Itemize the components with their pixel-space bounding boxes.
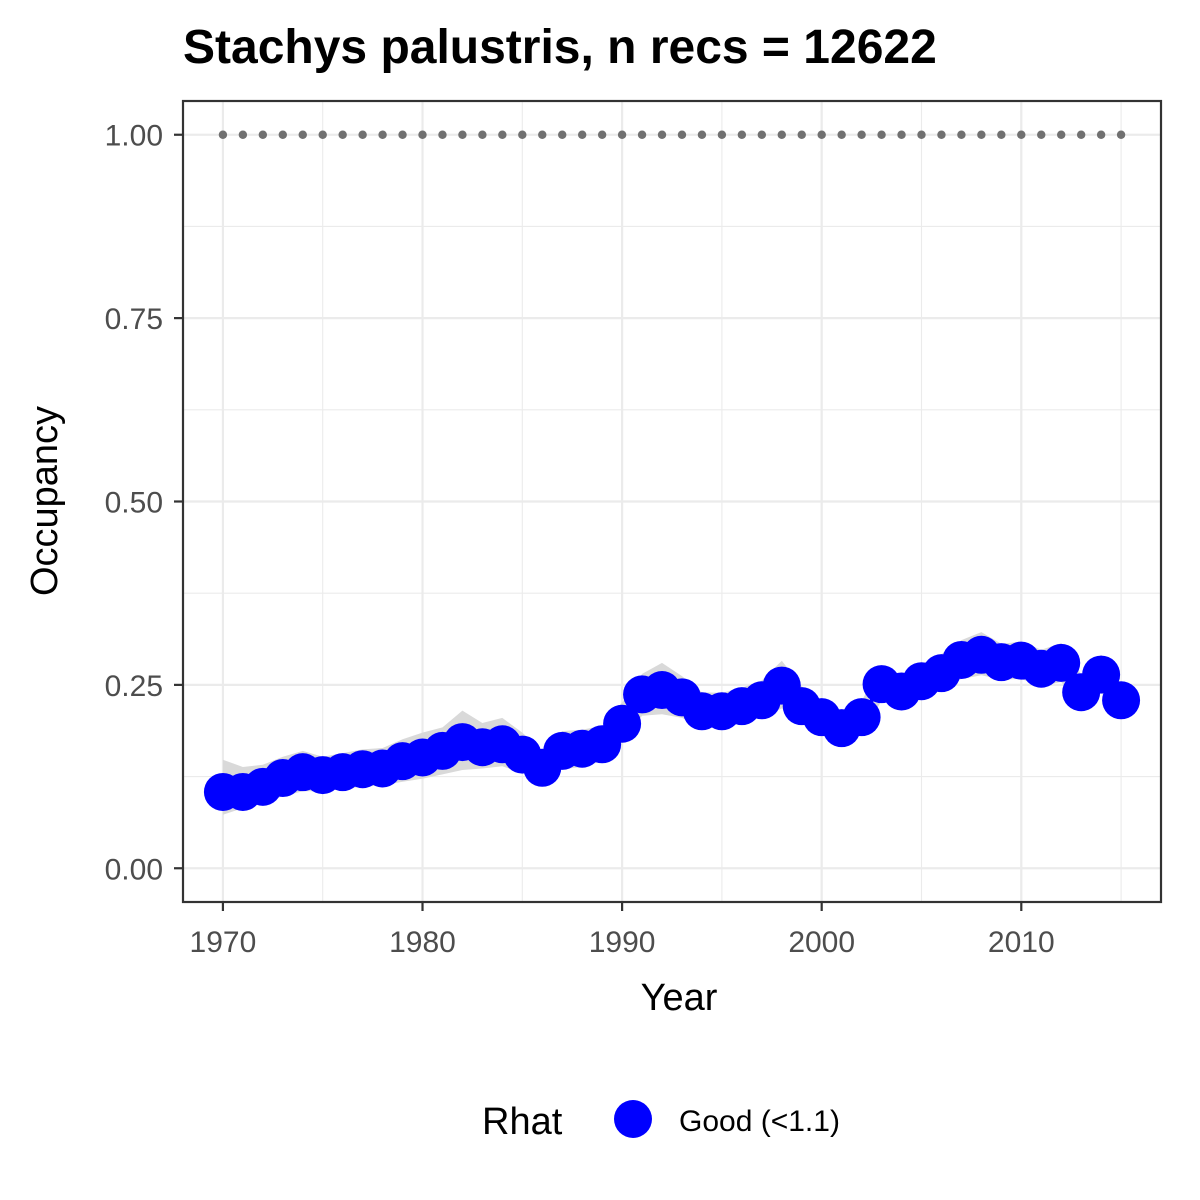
reference-line-dot xyxy=(218,130,228,139)
reference-line-dot xyxy=(478,130,487,139)
y-tick-label: 0.50 xyxy=(105,487,163,520)
reference-line-dot xyxy=(538,130,547,139)
reference-line-dot xyxy=(897,130,906,139)
x-tick-label: 1990 xyxy=(589,926,656,959)
y-axis-title: Occupancy xyxy=(24,406,66,596)
data-point xyxy=(842,698,881,737)
legend-key-good xyxy=(614,1100,652,1138)
x-tick-label: 2000 xyxy=(788,926,855,959)
reference-line-dot xyxy=(937,130,946,139)
reference-line-dot xyxy=(717,130,727,139)
data-point xyxy=(1042,643,1081,682)
reference-line-dot xyxy=(957,130,966,139)
reference-line-layer xyxy=(218,130,1126,139)
reference-line-dot xyxy=(1057,130,1066,139)
reference-line-dot xyxy=(977,130,986,139)
reference-line-dot xyxy=(278,130,287,139)
legend-label-good: Good (<1.1) xyxy=(679,1105,840,1138)
reference-line-dot xyxy=(917,130,926,139)
reference-line-dot xyxy=(518,130,527,139)
x-axis-title: Year xyxy=(641,977,718,1019)
reference-line-dot xyxy=(877,130,886,139)
reference-line-dot xyxy=(498,130,507,139)
data-point xyxy=(1082,655,1121,694)
reference-line-dot xyxy=(338,130,347,139)
reference-line-dot xyxy=(637,130,647,139)
reference-line-dot xyxy=(1116,130,1126,139)
x-tick-label: 1980 xyxy=(389,926,456,959)
legend: Rhat Good (<1.1) xyxy=(482,1100,840,1143)
legend-title: Rhat xyxy=(482,1101,563,1143)
x-tick-label: 2010 xyxy=(988,926,1055,959)
y-tick-label: 0.00 xyxy=(105,853,163,886)
reference-line-dot xyxy=(458,130,467,139)
data-point xyxy=(603,704,642,743)
reference-line-dot xyxy=(558,130,567,139)
data-point xyxy=(1102,681,1141,720)
y-tick-label: 0.75 xyxy=(105,303,163,336)
chart-title: Stachys palustris, n recs = 12622 xyxy=(183,21,937,74)
y-tick-label: 0.25 xyxy=(105,670,163,703)
reference-line-dot xyxy=(378,130,387,139)
reference-line-dot xyxy=(577,130,587,139)
reference-line-dot xyxy=(837,130,846,139)
reference-line-dot xyxy=(737,130,747,139)
reference-line-dot xyxy=(797,130,806,139)
y-tick-label: 1.00 xyxy=(105,120,163,153)
reference-line-dot xyxy=(617,130,627,139)
reference-line-dot xyxy=(857,130,866,139)
reference-line-dot xyxy=(817,130,826,139)
reference-line-dot xyxy=(1037,130,1046,139)
reference-line-dot xyxy=(597,130,607,139)
reference-line-dot xyxy=(358,130,367,139)
x-axis: 1970 1980 1990 2000 2010 xyxy=(190,902,1055,959)
reference-line-dot xyxy=(1076,130,1086,139)
reference-line-dot xyxy=(318,130,327,139)
reference-line-dot xyxy=(757,130,767,139)
y-axis: 0.00 0.25 0.50 0.75 1.00 xyxy=(105,120,183,886)
reference-line-dot xyxy=(657,130,667,139)
reference-line-dot xyxy=(418,130,427,139)
reference-line-dot xyxy=(997,130,1006,139)
reference-line-dot xyxy=(697,130,707,139)
reference-line-dot xyxy=(238,130,248,139)
reference-line-dot xyxy=(1096,130,1106,139)
data-points-layer xyxy=(203,635,1141,811)
reference-line-dot xyxy=(677,130,687,139)
reference-line-dot xyxy=(398,130,407,139)
reference-line-dot xyxy=(1017,130,1026,139)
reference-line-dot xyxy=(438,130,447,139)
reference-line-dot xyxy=(777,130,786,139)
reference-line-dot xyxy=(258,130,268,139)
reference-line-dot xyxy=(298,130,307,139)
x-tick-label: 1970 xyxy=(190,926,257,959)
